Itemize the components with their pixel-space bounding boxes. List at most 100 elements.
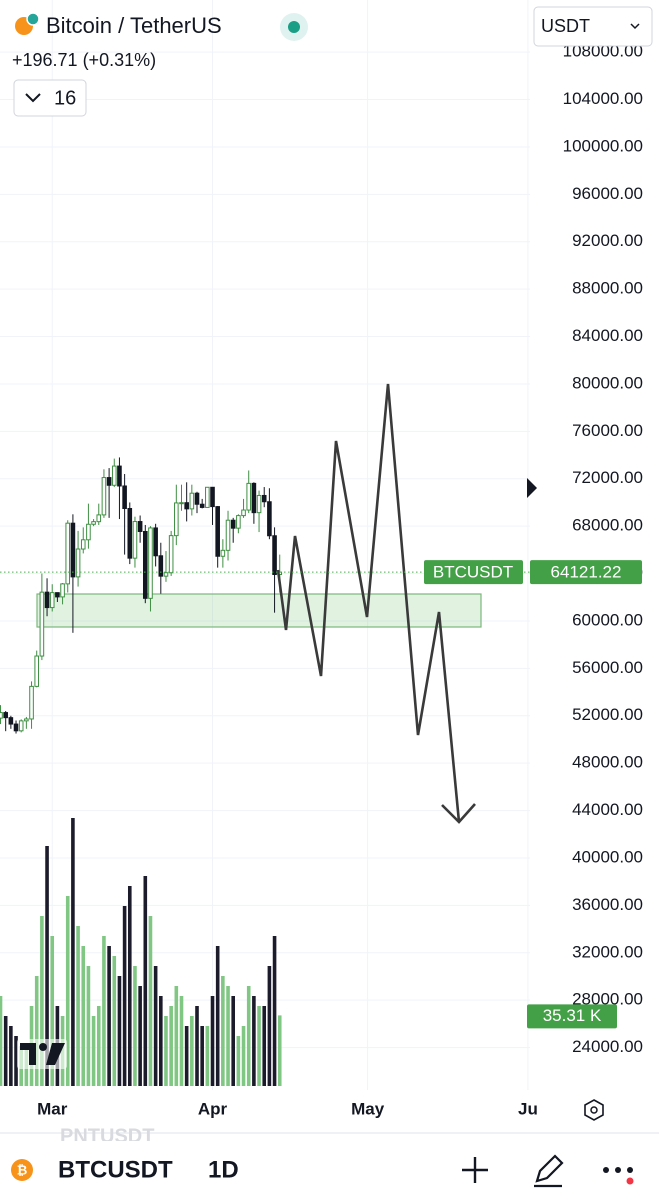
chevron — [25, 93, 41, 103]
candles — [0, 457, 283, 734]
candle-body — [158, 555, 164, 577]
volume-bar — [65, 896, 70, 1086]
volume-bar — [195, 1006, 199, 1086]
volume-bar — [246, 986, 251, 1086]
candle-body — [101, 477, 107, 516]
y-tick-label: 72000.00 — [572, 468, 643, 487]
candle-body — [256, 494, 262, 514]
candle-body — [24, 718, 29, 722]
volume-bar — [164, 1016, 168, 1086]
volume-bar — [210, 996, 215, 1086]
y-tick-label: 84000.00 — [572, 326, 643, 345]
y-tick-label: 52000.00 — [572, 705, 643, 724]
candle-body — [91, 521, 96, 525]
candle-body — [75, 548, 81, 578]
volume-bar — [231, 996, 235, 1086]
candle-body — [168, 535, 174, 574]
overlay: BTCUSDT 64121.22 35.31 K — [0, 560, 642, 1029]
candle-body — [29, 685, 34, 720]
candle-body — [267, 501, 272, 537]
volume-bar — [50, 936, 55, 1086]
volume-bar — [277, 1015, 282, 1086]
footer-bar — [0, 1141, 659, 1200]
volume-bar — [200, 1026, 204, 1086]
candle-body — [39, 591, 45, 657]
volume-bar — [184, 1026, 189, 1086]
candle-body — [44, 591, 50, 609]
candle-body — [13, 723, 19, 732]
volume-bar — [91, 1016, 96, 1086]
candle-body — [174, 502, 179, 537]
volume-bar — [40, 916, 44, 1086]
candle-body — [179, 502, 184, 505]
interval[interactable]: 1D — [208, 1156, 239, 1183]
y-tick-label: 48000.00 — [572, 753, 643, 772]
candle-body — [18, 720, 24, 732]
symbol-title: Bitcoin / TetherUS — [46, 13, 222, 38]
x-tick-label: Apr — [198, 1099, 228, 1118]
volume-tag — [527, 1004, 617, 1029]
volume-bar — [190, 1016, 194, 1086]
currency-dropdown[interactable] — [533, 6, 653, 47]
candle-body — [80, 539, 86, 550]
footer-symbol[interactable]: BTCUSDT — [58, 1156, 173, 1183]
y-tick-label: 60000.00 — [572, 610, 643, 629]
candle-body — [132, 521, 138, 559]
price-tag — [530, 560, 642, 585]
volume-bar — [138, 986, 142, 1086]
candle-body — [225, 519, 231, 551]
volume-bar — [45, 846, 49, 1086]
y-tick-label: 88000.00 — [572, 279, 643, 298]
volume-bar — [153, 966, 158, 1086]
draw-button[interactable] — [534, 1154, 564, 1188]
candle-body — [86, 523, 91, 541]
candle-body — [127, 508, 133, 559]
price-axis: 24000.00 28000.00 32000.00 36000.00 40000.00… — [563, 42, 643, 1056]
volume-bar — [159, 996, 163, 1086]
candle-body — [3, 712, 8, 719]
candle-body — [199, 503, 205, 508]
candle-body — [0, 712, 3, 719]
y-tick-label: 80000.00 — [572, 373, 643, 392]
y-tick-label: 56000.00 — [572, 658, 643, 677]
x-tick-label: May — [351, 1099, 385, 1118]
more-button[interactable] — [603, 1167, 634, 1185]
candle-body — [163, 572, 169, 577]
volume-bar — [122, 906, 127, 1086]
candle-body — [137, 521, 143, 532]
symbol-tag — [424, 560, 523, 585]
candle-body — [106, 477, 112, 486]
volume-bar — [71, 818, 75, 1086]
volume-bar — [133, 966, 137, 1086]
settings-icon[interactable] — [584, 1099, 604, 1121]
volume-bar — [262, 1006, 267, 1086]
indicator-toggle[interactable] — [13, 79, 87, 117]
candle-body — [65, 522, 71, 585]
scroll-marker[interactable] — [527, 478, 537, 498]
candle-body — [189, 492, 195, 510]
volume-bar — [107, 946, 111, 1086]
volume-bar — [112, 956, 117, 1086]
settings-icon-center — [590, 1106, 598, 1114]
volume-bar — [127, 886, 132, 1086]
y-tick-label: 104000.00 — [563, 89, 643, 108]
y-tick-label: 92000.00 — [572, 231, 643, 250]
volume-bar — [241, 1026, 246, 1086]
y-tick-label: 24000.00 — [572, 1037, 643, 1056]
x-tick-label: Mar — [37, 1099, 68, 1118]
y-tick-label: 36000.00 — [572, 895, 643, 914]
candle-body — [236, 515, 241, 529]
volume-bar — [221, 976, 225, 1086]
tv-logo — [17, 1039, 67, 1069]
volume-bar — [3, 1016, 8, 1086]
volume-bar — [272, 936, 277, 1086]
time-axis: Mar Apr May Ju — [37, 1099, 538, 1118]
candle-body — [117, 465, 122, 487]
add-button[interactable] — [462, 1157, 488, 1183]
candle-body — [246, 482, 252, 511]
y-tick-label: 68000.00 — [572, 516, 643, 535]
candle-body — [215, 506, 220, 557]
volume-bar — [76, 926, 80, 1086]
volume-bar — [267, 966, 272, 1086]
volume-bar — [143, 876, 148, 1086]
